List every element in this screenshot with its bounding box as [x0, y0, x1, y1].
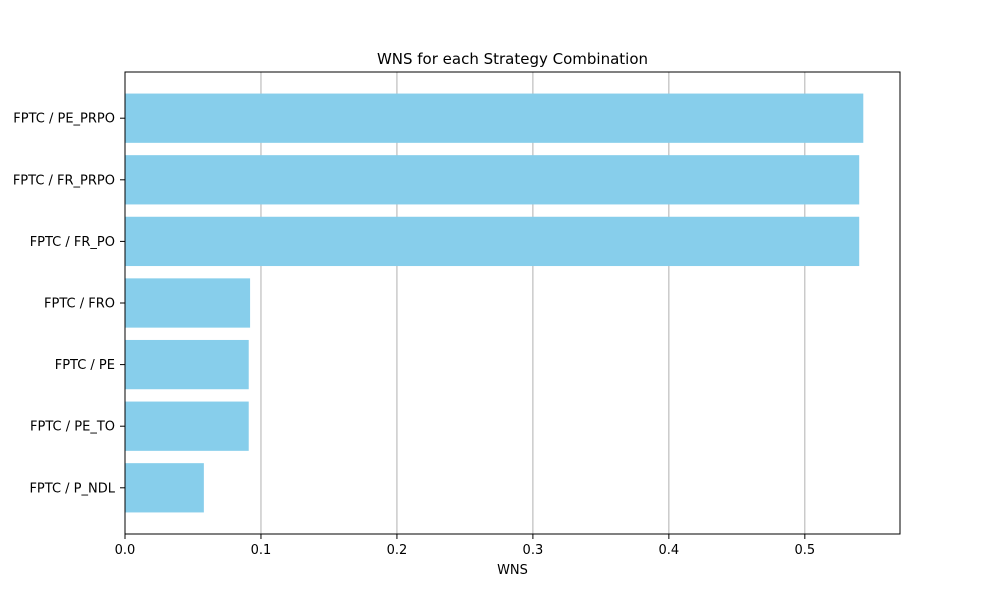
- x-axis-ticks: 0.0 0.1 0.2 0.3 0.4 0.5: [115, 534, 815, 558]
- x-tick-label: 0.0: [115, 543, 136, 558]
- y-tick-label: FPTC / FR_PO: [30, 235, 115, 250]
- x-axis-label: WNS: [497, 563, 528, 578]
- bar: [125, 401, 249, 451]
- bar: [125, 93, 864, 143]
- bar: [125, 216, 860, 267]
- y-tick-label: FPTC / FRO: [44, 297, 115, 312]
- bar: [125, 155, 860, 205]
- y-tick-label: FPTC / PE: [55, 358, 115, 373]
- bar: [125, 278, 251, 328]
- x-tick-label: 0.5: [794, 543, 815, 558]
- x-tick-label: 0.1: [251, 543, 272, 558]
- x-tick-label: 0.3: [523, 543, 544, 558]
- y-tick-label: FPTC / P_NDL: [29, 481, 115, 496]
- bar: [125, 339, 249, 390]
- x-tick-label: 0.2: [387, 543, 408, 558]
- chart-title: WNS for each Strategy Combination: [377, 50, 648, 68]
- y-axis-ticks: FPTC / PE_PRPO FPTC / FR_PRPO FPTC / FR_PO…: [13, 112, 125, 496]
- y-tick-label: FPTC / PE_TO: [30, 420, 115, 435]
- y-tick-label: FPTC / PE_PRPO: [13, 112, 115, 127]
- y-tick-label: FPTC / FR_PRPO: [13, 173, 115, 188]
- bar: [125, 463, 204, 513]
- bars: [125, 93, 864, 513]
- x-tick-label: 0.4: [659, 543, 680, 558]
